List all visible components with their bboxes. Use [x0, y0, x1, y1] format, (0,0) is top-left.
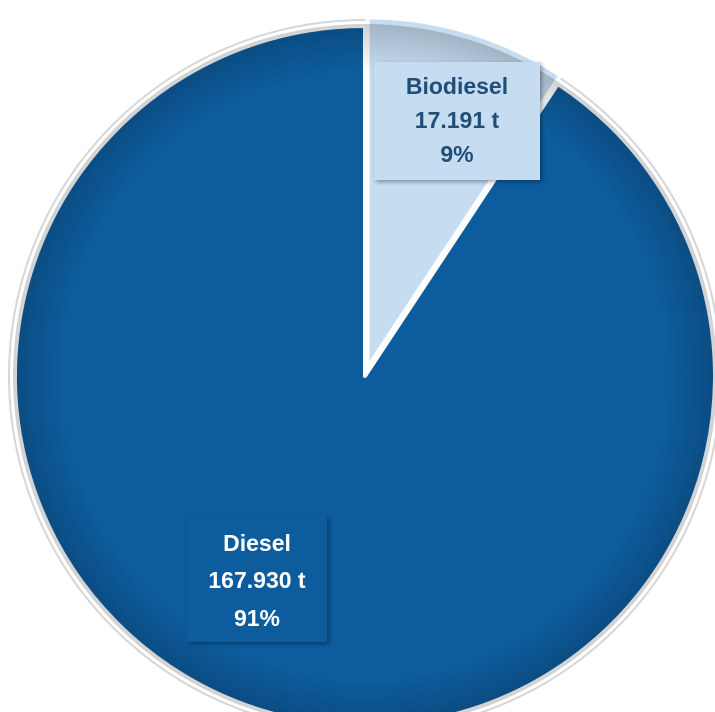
- slice-label-biodiesel: Biodiesel 17.191 t 9%: [374, 62, 540, 180]
- label-box: [374, 62, 540, 180]
- label-category: Biodiesel: [406, 73, 508, 99]
- label-percent: 91%: [234, 605, 280, 631]
- label-percent: 9%: [440, 141, 473, 167]
- label-amount: 17.191 t: [415, 107, 500, 133]
- label-category: Diesel: [223, 530, 291, 556]
- pie-labels: Biodiesel 17.191 t 9% Diesel 167.930 t 91%: [187, 62, 540, 642]
- slice-label-diesel: Diesel 167.930 t 91%: [187, 516, 327, 642]
- pie-slice-diesel: [13, 24, 715, 712]
- label-box: [187, 516, 327, 642]
- label-amount: 167.930 t: [208, 567, 306, 593]
